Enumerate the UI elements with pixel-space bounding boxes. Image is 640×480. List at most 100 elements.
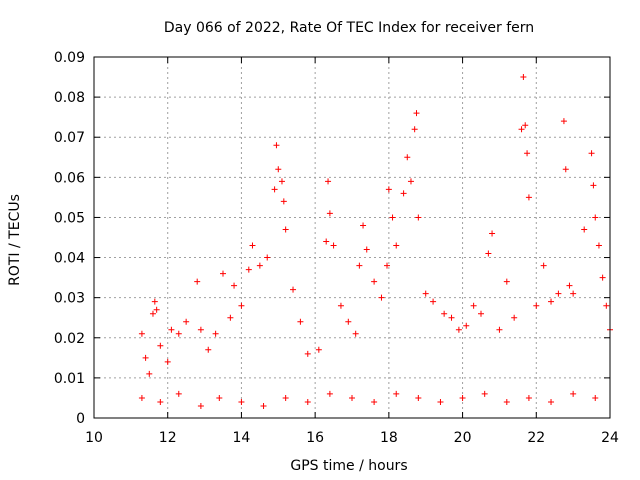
data-point <box>164 358 171 365</box>
x-tick-label: 12 <box>159 430 177 446</box>
data-point <box>356 262 363 269</box>
data-point <box>384 262 391 269</box>
data-point <box>146 370 153 377</box>
x-tick-label: 20 <box>454 430 472 446</box>
data-point <box>518 126 525 133</box>
data-point <box>400 190 407 197</box>
data-point <box>138 330 145 337</box>
data-point <box>415 394 422 401</box>
data-point <box>393 242 400 249</box>
data-point <box>260 402 267 409</box>
x-tick-label: 22 <box>527 430 545 446</box>
data-point <box>566 282 573 289</box>
data-point <box>157 398 164 405</box>
data-point <box>330 242 337 249</box>
data-point <box>393 390 400 397</box>
x-tick-label: 16 <box>306 430 324 446</box>
data-point <box>459 394 466 401</box>
data-point <box>249 242 256 249</box>
data-point <box>481 390 488 397</box>
data-point <box>496 326 503 333</box>
data-point <box>525 194 532 201</box>
data-point <box>411 126 418 133</box>
data-point <box>603 302 610 309</box>
data-point <box>555 290 562 297</box>
data-point <box>371 398 378 405</box>
data-point <box>430 298 437 305</box>
data-point <box>205 346 212 353</box>
data-point <box>197 402 204 409</box>
data-point <box>157 342 164 349</box>
x-axis-title: GPS time / hours <box>290 458 407 474</box>
data-point <box>142 354 149 361</box>
y-tick-label: 0.06 <box>54 170 85 186</box>
y-tick-label: 0.03 <box>54 291 85 307</box>
data-point <box>168 326 175 333</box>
data-point <box>389 214 396 221</box>
data-point <box>326 390 333 397</box>
data-point <box>548 298 555 305</box>
data-point <box>588 150 595 157</box>
data-point <box>304 350 311 357</box>
y-tick-label: 0.09 <box>54 50 85 66</box>
data-point <box>151 298 158 305</box>
data-point <box>562 166 569 173</box>
data-point <box>548 398 555 405</box>
data-point <box>522 122 529 129</box>
data-point <box>197 326 204 333</box>
data-point <box>282 394 289 401</box>
plot-frame <box>93 56 611 419</box>
data-point <box>511 314 518 321</box>
data-point <box>297 318 304 325</box>
data-point <box>212 330 219 337</box>
chart-title: Day 066 of 2022, Rate Of TEC Index for r… <box>164 20 534 36</box>
data-point <box>540 262 547 269</box>
data-point <box>153 306 160 313</box>
data-point <box>599 274 606 281</box>
data-point <box>149 310 156 317</box>
data-point <box>489 230 496 237</box>
data-point <box>595 242 602 249</box>
data-point <box>337 302 344 309</box>
data-point <box>275 166 282 173</box>
data-point <box>256 262 263 269</box>
y-tick-label: 0.01 <box>54 371 85 387</box>
data-point <box>175 330 182 337</box>
data-point <box>413 110 420 117</box>
data-point <box>455 326 462 333</box>
x-tick-label: 24 <box>601 430 619 446</box>
data-point <box>524 150 531 157</box>
data-point <box>560 118 567 125</box>
data-point <box>323 238 330 245</box>
data-point <box>592 394 599 401</box>
axis-ticks: 10 12 14 16 18 20 22 24 0 0.01 0.02 0.03 0.04 0.05 0.0… <box>54 50 619 446</box>
data-point <box>326 210 333 217</box>
data-point <box>385 186 392 193</box>
data-point <box>183 318 190 325</box>
data-point <box>273 142 280 149</box>
data-point <box>138 394 145 401</box>
data-point <box>345 318 352 325</box>
data-point <box>570 290 577 297</box>
data-point <box>245 266 252 273</box>
y-tick-label: 0 <box>76 411 85 427</box>
data-point <box>282 226 289 233</box>
data-point <box>194 278 201 285</box>
data-point <box>422 290 429 297</box>
y-axis-title: ROTI / TECUs <box>7 194 23 286</box>
data-point <box>227 314 234 321</box>
data-point <box>290 286 297 293</box>
data-point <box>485 250 492 257</box>
data-point <box>280 198 287 205</box>
data-point <box>463 322 470 329</box>
data-point <box>363 246 370 253</box>
data-point <box>503 398 510 405</box>
y-tick-label: 0.08 <box>54 90 85 106</box>
data-point <box>325 178 332 185</box>
data-point <box>448 314 455 321</box>
y-tick-label: 0.04 <box>54 251 85 267</box>
data-points <box>138 74 613 409</box>
data-point <box>581 226 588 233</box>
data-point <box>407 178 414 185</box>
